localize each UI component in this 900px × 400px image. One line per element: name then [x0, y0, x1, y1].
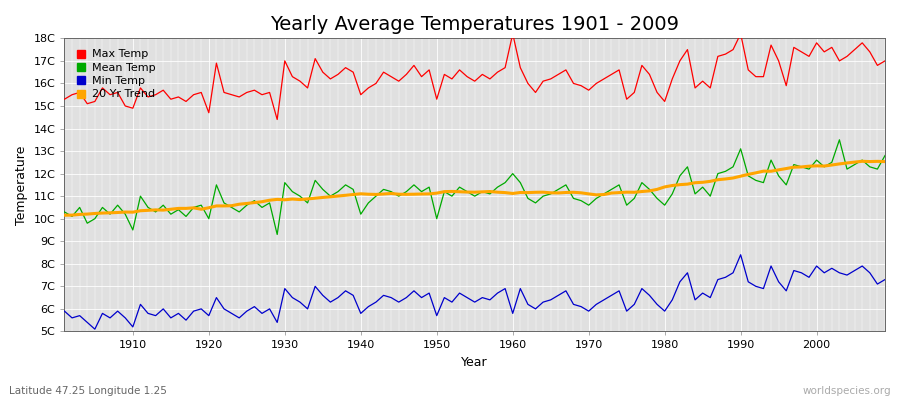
X-axis label: Year: Year [462, 356, 488, 369]
Title: Yearly Average Temperatures 1901 - 2009: Yearly Average Temperatures 1901 - 2009 [270, 15, 680, 34]
Y-axis label: Temperature: Temperature [15, 145, 28, 224]
Text: worldspecies.org: worldspecies.org [803, 386, 891, 396]
Legend: Max Temp, Mean Temp, Min Temp, 20 Yr Trend: Max Temp, Mean Temp, Min Temp, 20 Yr Tre… [70, 44, 161, 105]
Text: Latitude 47.25 Longitude 1.25: Latitude 47.25 Longitude 1.25 [9, 386, 166, 396]
